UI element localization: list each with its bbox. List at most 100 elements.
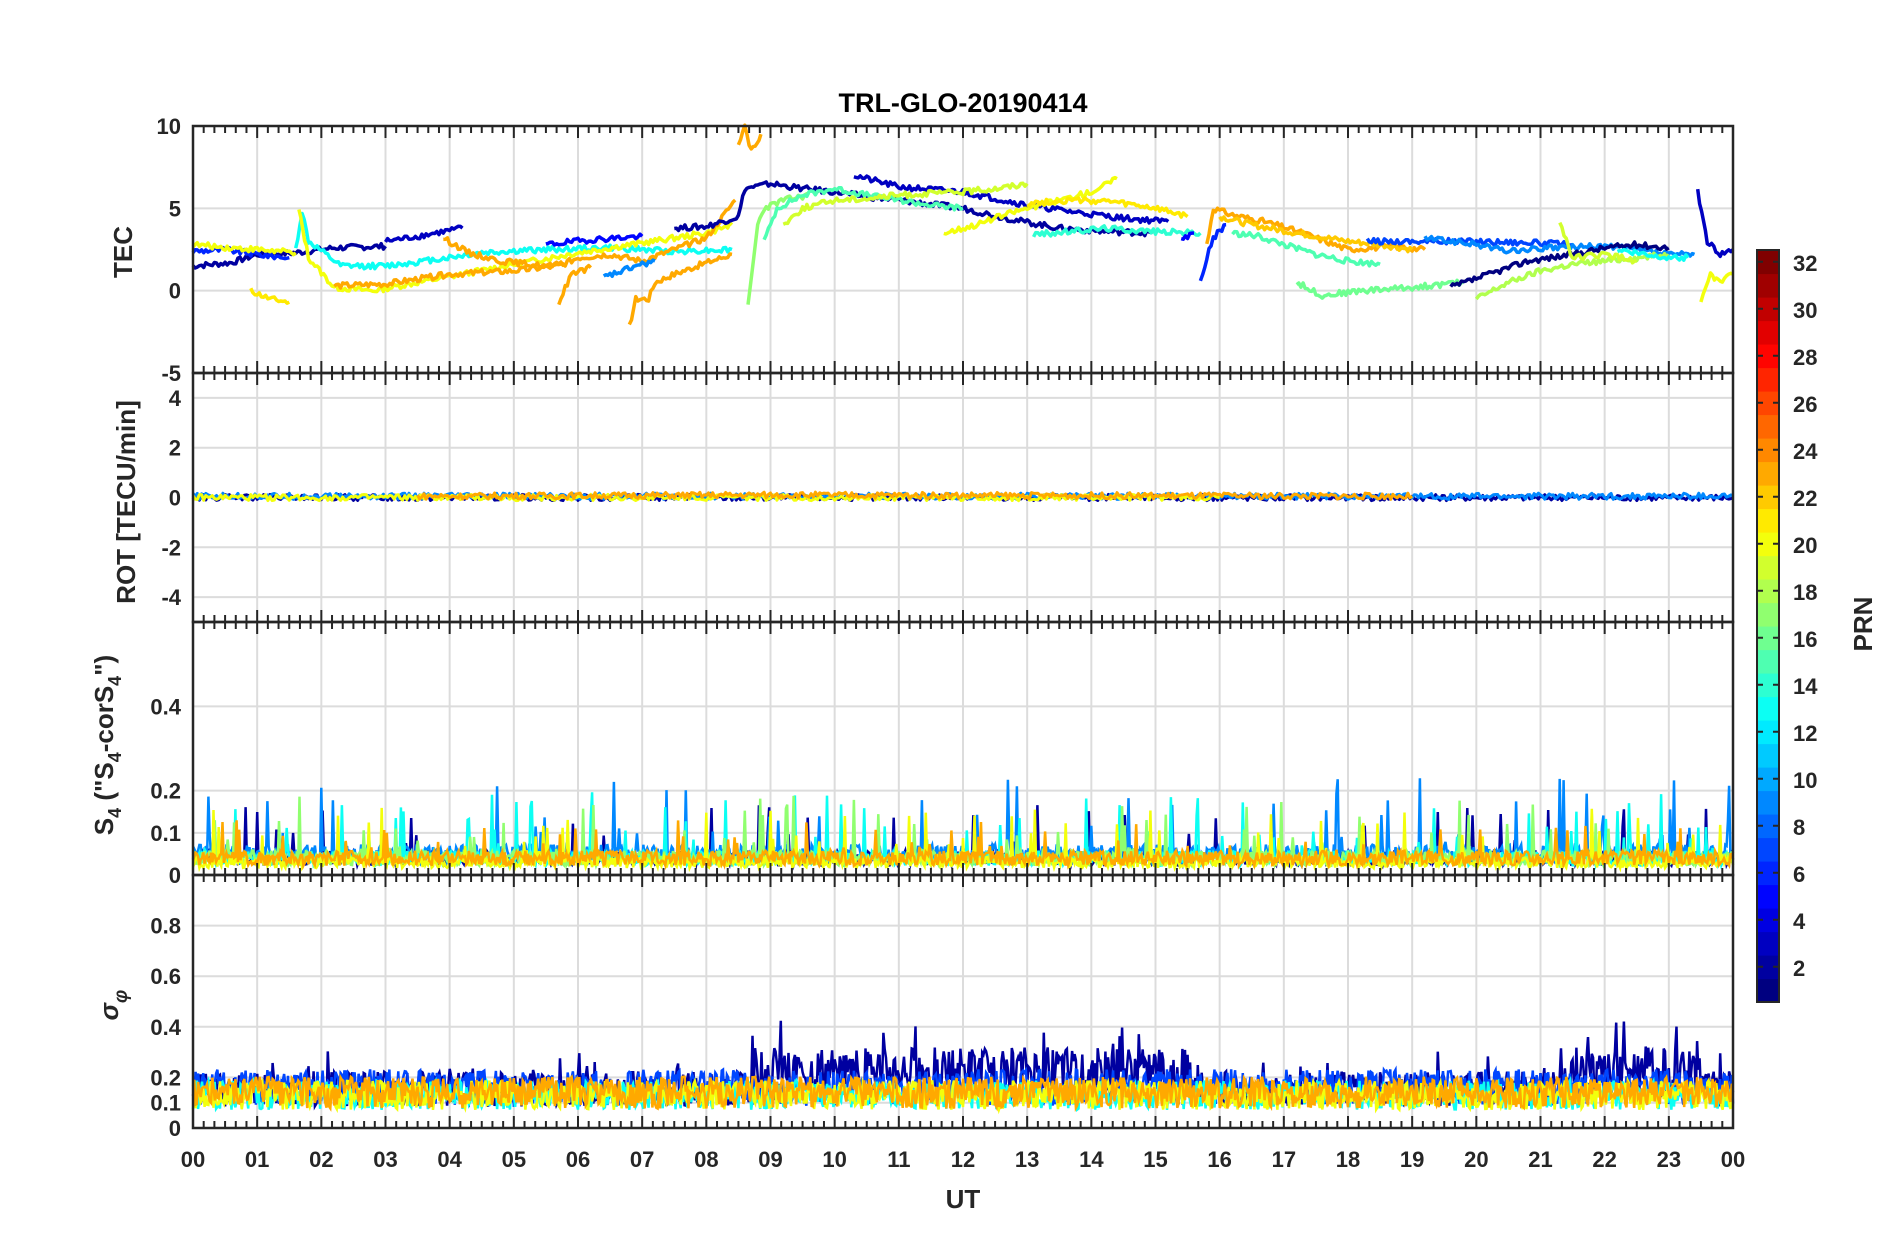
series-line-prn-23	[1205, 206, 1427, 254]
colorbar-tick-label: 26	[1793, 392, 1817, 417]
series-line-prn-13	[1616, 247, 1690, 262]
series-line-prn-9	[1423, 234, 1696, 258]
x-tick-label: 18	[1336, 1147, 1360, 1172]
y-axis-label-rot: ROT [TECU/min]	[111, 400, 141, 604]
colorbar-segment	[1757, 884, 1779, 909]
y-tick-label: 0	[169, 1116, 181, 1141]
colorbar-tick-label: 24	[1793, 439, 1818, 464]
series-line-prn-16	[1295, 278, 1464, 300]
colorbar-segment	[1757, 579, 1779, 604]
x-tick-label: 21	[1528, 1147, 1552, 1172]
series-line-prn-15	[1231, 229, 1381, 268]
colorbar-segment	[1757, 532, 1779, 557]
colorbar-tick-label: 32	[1793, 251, 1817, 276]
colorbar-segment	[1757, 344, 1779, 369]
x-tick-label: 11	[887, 1147, 910, 1172]
series-line-prn-20	[191, 240, 297, 257]
colorbar-segment	[1757, 626, 1779, 651]
series-line-prn-19	[782, 181, 1029, 226]
colorbar-segment	[1757, 837, 1779, 862]
colorbar-segment	[1757, 391, 1779, 416]
y-tick-label: 0.4	[150, 1015, 181, 1040]
y-tick-label: -4	[161, 585, 181, 610]
colorbar-tick-label: 10	[1793, 768, 1817, 793]
y-tick-label: 4	[169, 386, 182, 411]
colorbar-segment	[1757, 861, 1779, 886]
colorbar-segment	[1757, 297, 1779, 322]
colorbar-segment	[1757, 978, 1779, 1003]
y-tick-label: 10	[157, 114, 181, 139]
x-tick-label: 13	[1015, 1147, 1039, 1172]
colorbar-tick-label: 18	[1793, 580, 1817, 605]
y-axis-label-tec: TEC	[108, 226, 138, 278]
panel-s4: 0 0.1 0.2 0.4	[150, 620, 1735, 888]
colorbar-segment	[1757, 602, 1779, 627]
y-axis-label-s4: S4 ("S4-corS4")	[89, 655, 125, 835]
x-tick-label: 12	[951, 1147, 975, 1172]
x-tick-label: 00	[181, 1147, 205, 1172]
x-axis-label: UT	[946, 1184, 981, 1214]
y-tick-label: -2	[161, 535, 181, 560]
y-tick-label: 0.2	[150, 1065, 181, 1090]
x-tick-label: 04	[437, 1147, 462, 1172]
y-tick-label: 2	[169, 436, 181, 461]
colorbar-tick-label: 4	[1793, 909, 1806, 934]
x-tick-label: 07	[630, 1147, 654, 1172]
x-tick-label: 00	[1721, 1147, 1745, 1172]
colorbar-tick-label: 8	[1793, 815, 1805, 840]
series-line-prn-23	[557, 263, 593, 306]
colorbar-segment	[1757, 508, 1779, 533]
series-line-prn-13	[293, 211, 733, 271]
y-axis-labels: TEC ROT [TECU/min] S4 ("S4-corS4") σφ	[89, 226, 141, 1021]
colorbar-segment	[1757, 250, 1779, 275]
series-line-prn-5	[545, 232, 644, 247]
colorbar-segment	[1757, 414, 1779, 439]
x-tick-label: 15	[1143, 1147, 1167, 1172]
colorbar-segment	[1757, 908, 1779, 933]
x-tick-label: 16	[1207, 1147, 1231, 1172]
colorbar-segment	[1757, 931, 1779, 956]
x-tick-label: 05	[502, 1147, 526, 1172]
x-tick-label: 03	[373, 1147, 397, 1172]
y-tick-label: 0	[169, 486, 181, 511]
x-tick-label: 23	[1657, 1147, 1681, 1172]
x-tick-label: 17	[1272, 1147, 1296, 1172]
colorbar-tick-label: 28	[1793, 345, 1817, 370]
colorbar-segment	[1757, 673, 1779, 698]
series-line-prn-6	[1198, 223, 1227, 282]
series-line-prn-3	[384, 224, 464, 243]
x-tick-label: 01	[245, 1147, 269, 1172]
series-line-prn-3	[853, 174, 1170, 225]
y-tick-label: 0	[169, 863, 181, 888]
colorbar-tick-label: 12	[1793, 721, 1817, 746]
x-tick-label: 14	[1079, 1147, 1104, 1172]
series-line-prn-19	[1558, 221, 1637, 265]
panel-tec: -5 0 5 10	[157, 114, 1735, 386]
series-line-prn-20	[297, 209, 734, 294]
colorbar-segment	[1757, 743, 1779, 768]
y-tick-label: 0.1	[150, 821, 181, 846]
y-tick-label: -5	[161, 361, 181, 386]
series-line-prn-5	[1180, 231, 1195, 241]
y-tick-label: 0.4	[150, 694, 181, 719]
colorbar-segment	[1757, 814, 1779, 839]
series-line-prn-23	[416, 490, 1414, 501]
colorbar-tick-label: 20	[1793, 533, 1817, 558]
series-line-prn-15	[762, 185, 964, 241]
series-line-prn-20	[943, 175, 1118, 236]
series-line-prn-18	[1474, 251, 1671, 301]
series-line-prn-1	[1449, 240, 1670, 288]
colorbar-tick-label: 14	[1793, 674, 1818, 699]
x-tick-label: 06	[566, 1147, 590, 1172]
colorbar-segment	[1757, 767, 1779, 792]
series-line-prn-20	[1699, 271, 1734, 303]
x-tick-label: 08	[694, 1147, 718, 1172]
colorbar-segment	[1757, 696, 1779, 721]
series-line-prn-3	[1695, 188, 1735, 259]
y-axis-label-sigma-phi: σφ	[94, 990, 132, 1021]
chart-title: TRL-GLO-20190414	[838, 88, 1087, 118]
series-line-prn-9	[602, 258, 656, 279]
x-tick-label: 22	[1592, 1147, 1616, 1172]
